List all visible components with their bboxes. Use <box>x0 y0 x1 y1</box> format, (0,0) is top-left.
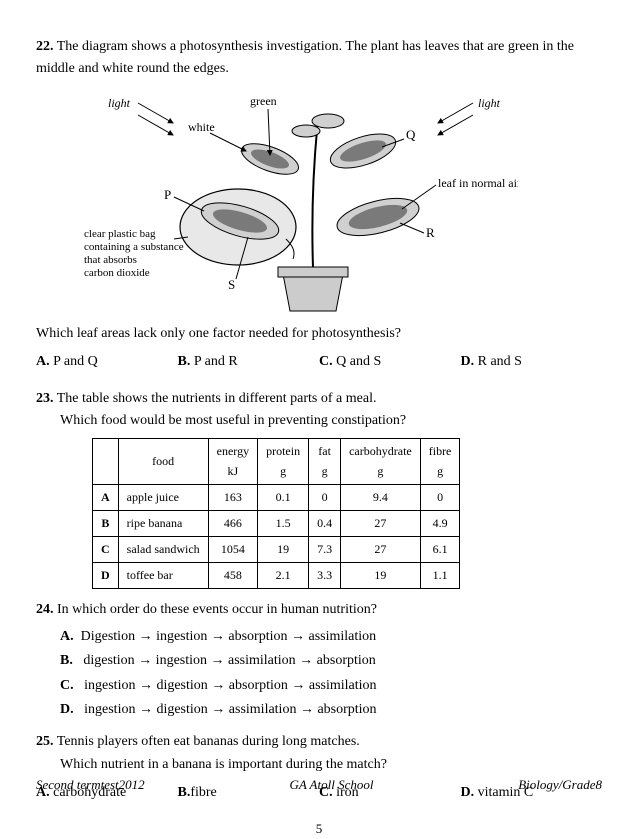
table-row: Csalad sandwich1054197.3276.1 <box>93 537 460 563</box>
table-cell: 0.1 <box>258 484 309 510</box>
table-header: fibreg <box>420 439 460 484</box>
table-header: proteing <box>258 439 309 484</box>
q25-prompt: Which nutrient in a banana is important … <box>60 754 602 776</box>
table-cell: 1.1 <box>420 563 460 589</box>
table-cell: apple juice <box>118 484 208 510</box>
leaf-R <box>333 191 422 242</box>
table-cell: 9.4 <box>341 484 421 510</box>
label-P: P <box>164 187 171 202</box>
table-cell: ripe banana <box>118 510 208 536</box>
question-22: 22. The diagram shows a photosynthesis i… <box>36 36 602 81</box>
label-bag-2: containing a substance <box>84 241 184 253</box>
label-green: green <box>250 94 277 108</box>
table-cell: 458 <box>208 563 257 589</box>
label-light-left: light <box>108 96 131 110</box>
table-cell: 27 <box>341 537 421 563</box>
label-R: R <box>426 225 435 240</box>
q24-text: In which order do these events occur in … <box>57 602 377 617</box>
table-header: food <box>118 439 208 484</box>
table-cell: 1054 <box>208 537 257 563</box>
label-S: S <box>228 277 235 292</box>
table-cell: D <box>93 563 119 589</box>
q22-num: 22. <box>36 39 54 54</box>
page-number: 5 <box>36 819 602 839</box>
label-Q: Q <box>406 127 416 142</box>
table-row: Bripe banana4661.50.4274.9 <box>93 510 460 536</box>
page-footer: Second termtest2012 GA Atoll School Biol… <box>36 775 602 796</box>
table-cell: 27 <box>341 510 421 536</box>
table-header <box>93 439 119 484</box>
table-cell: 4.9 <box>420 510 460 536</box>
q24-opt-B[interactable]: B. digestion → ingestion → assimilation … <box>60 650 602 672</box>
question-23: 23. The table shows the nutrients in dif… <box>36 388 602 433</box>
table-cell: 0.4 <box>309 510 341 536</box>
table-cell: salad sandwich <box>118 537 208 563</box>
q24-opt-A[interactable]: A. Digestion → ingestion → absorption → … <box>60 626 602 648</box>
table-cell: 163 <box>208 484 257 510</box>
q22-opt-D[interactable]: D. R and S <box>461 351 603 373</box>
q22-opt-B[interactable]: B. P and R <box>178 351 320 373</box>
q23-prompt: Which food would be most useful in preve… <box>60 410 602 432</box>
table-cell: A <box>93 484 119 510</box>
q24-options: A. Digestion → ingestion → absorption → … <box>60 626 602 722</box>
q22-text: The diagram shows a photosynthesis inves… <box>36 39 574 76</box>
table-cell: 2.1 <box>258 563 309 589</box>
table-cell: C <box>93 537 119 563</box>
q25-text: Tennis players often eat bananas during … <box>57 734 360 749</box>
q22-prompt: Which leaf areas lack only one factor ne… <box>36 323 602 345</box>
nutrient-table: foodenergykJproteingfatgcarbohydrategfib… <box>92 438 460 589</box>
leaf-Q <box>326 127 399 175</box>
label-bag-3: that absorbs <box>84 254 137 266</box>
label-light-right: light <box>478 96 501 110</box>
table-cell: 3.3 <box>309 563 341 589</box>
table-cell: toffee bar <box>118 563 208 589</box>
q24-opt-D[interactable]: D. ingestion → digestion → assimilation … <box>60 699 602 721</box>
q25-num: 25. <box>36 734 54 749</box>
table-cell: B <box>93 510 119 536</box>
table-header: energykJ <box>208 439 257 484</box>
table-header: carbohydrateg <box>341 439 421 484</box>
footer-left: Second termtest2012 <box>36 775 145 796</box>
table-cell: 1.5 <box>258 510 309 536</box>
table-cell: 466 <box>208 510 257 536</box>
q24-num: 24. <box>36 602 54 617</box>
q23-text: The table shows the nutrients in differe… <box>57 391 377 406</box>
table-cell: 19 <box>258 537 309 563</box>
table-cell: 19 <box>341 563 421 589</box>
q22-opt-A[interactable]: A. P and Q <box>36 351 178 373</box>
label-bag-4: carbon dioxide <box>84 267 150 279</box>
table-row: Dtoffee bar4582.13.3191.1 <box>93 563 460 589</box>
table-row: Aapple juice1630.109.40 <box>93 484 460 510</box>
q22-opt-C[interactable]: C. Q and S <box>319 351 461 373</box>
q23-num: 23. <box>36 391 54 406</box>
label-normal-air: leaf in normal air <box>438 176 518 190</box>
label-bag-1: clear plastic bag <box>84 228 156 240</box>
table-cell: 6.1 <box>420 537 460 563</box>
question-25: 25. Tennis players often eat bananas dur… <box>36 731 602 776</box>
table-header: fatg <box>309 439 341 484</box>
q24-opt-C[interactable]: C. ingestion → digestion → absorption → … <box>60 675 602 697</box>
table-cell: 0 <box>309 484 341 510</box>
table-cell: 0 <box>420 484 460 510</box>
question-24: 24. In which order do these events occur… <box>36 599 602 621</box>
footer-center: GA Atoll School <box>289 775 373 796</box>
table-cell: 7.3 <box>309 537 341 563</box>
label-white: white <box>188 120 215 134</box>
q22-diagram: light light green white Q P R S <box>78 89 602 319</box>
footer-right: Biology/Grade8 <box>518 775 602 796</box>
q22-options: A. P and Q B. P and R C. Q and S D. R an… <box>36 351 602 373</box>
